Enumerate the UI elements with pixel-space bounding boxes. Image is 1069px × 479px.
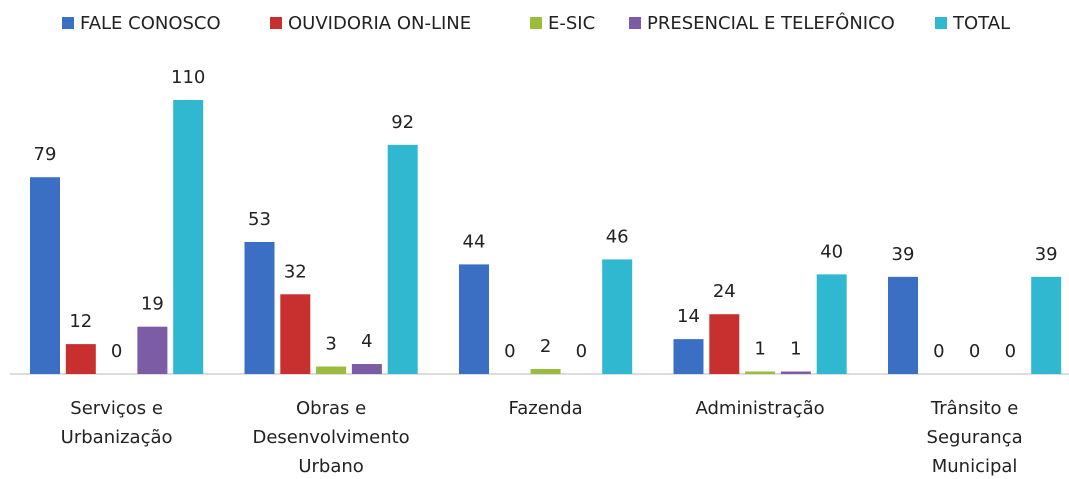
legend-label: OUVIDORIA ON-LINE <box>288 13 471 34</box>
bar <box>459 264 489 374</box>
data-label: 92 <box>391 112 414 133</box>
x-tick-label: Trânsito e Segurança Municipal <box>926 398 1023 477</box>
legend-swatch <box>62 17 74 29</box>
bar <box>673 339 704 374</box>
data-label: 4 <box>361 331 372 352</box>
legend-swatch <box>935 17 947 29</box>
data-label: 24 <box>713 281 736 302</box>
bar <box>280 294 311 374</box>
legend-swatch <box>629 17 641 29</box>
data-label: 40 <box>820 241 843 262</box>
data-label: 2 <box>540 336 551 357</box>
data-label: 46 <box>606 226 629 247</box>
x-tick-label: Obras e Desenvolvimento Urbano <box>252 398 410 477</box>
data-label: 3 <box>325 334 336 355</box>
data-label: 0 <box>1005 341 1016 362</box>
data-label: 0 <box>933 341 944 362</box>
legend-swatch <box>270 17 282 29</box>
x-tick-label: Serviços e Urbanização <box>60 398 173 448</box>
bar <box>888 276 918 374</box>
data-label: 39 <box>1035 244 1058 265</box>
data-label: 1 <box>790 339 801 360</box>
bar <box>530 369 561 374</box>
data-label: 14 <box>677 306 700 327</box>
data-label: 12 <box>69 311 92 332</box>
data-label: 19 <box>141 294 164 315</box>
bar <box>780 371 811 374</box>
x-tick-label: Fazenda <box>508 398 583 419</box>
data-label: 79 <box>34 144 57 165</box>
data-label: 1 <box>754 339 765 360</box>
data-label: 0 <box>969 341 980 362</box>
bar <box>316 366 347 374</box>
legend-label: E-SIC <box>548 13 595 34</box>
data-label: 53 <box>248 209 271 230</box>
data-label: 0 <box>111 341 122 362</box>
x-tick-label: Administração <box>695 398 825 419</box>
bar <box>387 144 418 374</box>
legend-swatch <box>530 17 542 29</box>
bar <box>173 100 204 374</box>
data-label: 39 <box>892 244 915 265</box>
legend-label: PRESENCIAL E TELEFÔNICO <box>647 12 895 34</box>
legend-label: FALE CONOSCO <box>80 13 221 34</box>
bar <box>816 274 847 374</box>
bar <box>1031 276 1062 374</box>
data-label: 110 <box>171 67 205 88</box>
bar <box>30 177 60 374</box>
bar <box>65 344 96 374</box>
data-label: 0 <box>576 341 587 362</box>
data-label: 32 <box>284 261 307 282</box>
bar <box>137 326 168 374</box>
bar <box>602 259 633 374</box>
data-label: 0 <box>504 341 515 362</box>
bar <box>244 241 275 374</box>
bar <box>745 371 776 374</box>
bar <box>709 314 740 374</box>
bar <box>351 364 382 374</box>
legend-label: TOTAL <box>952 13 1010 34</box>
data-label: 44 <box>463 231 486 252</box>
